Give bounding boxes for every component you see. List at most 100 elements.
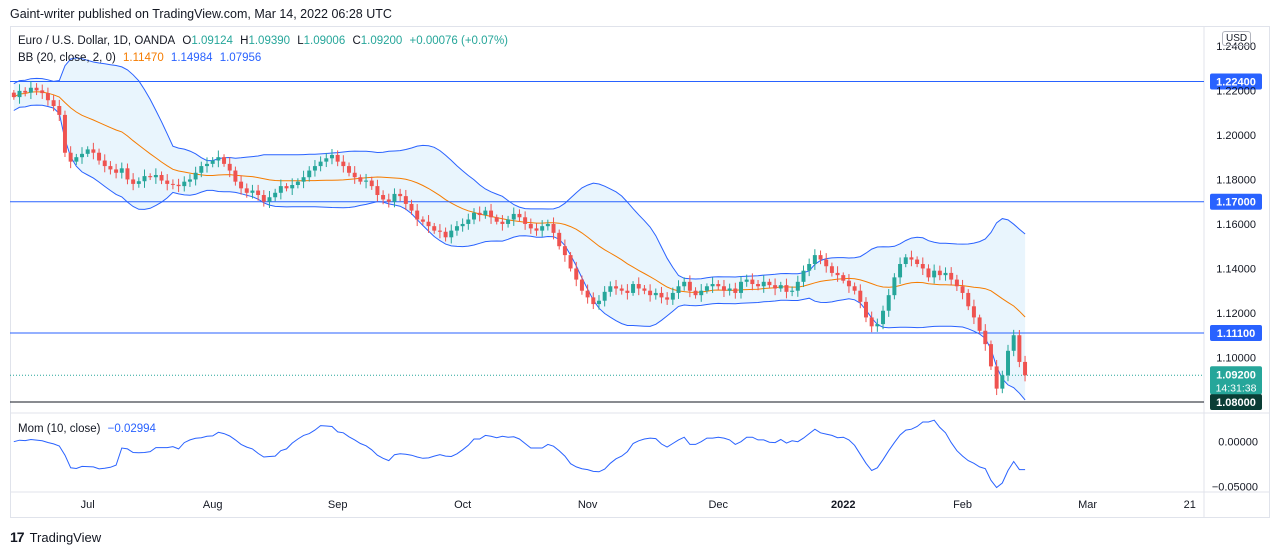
- candle-body: [415, 210, 420, 220]
- level-tag-label: 1.08000: [1216, 397, 1256, 409]
- candle: [801, 265, 806, 288]
- candle: [375, 179, 380, 202]
- candle-body: [557, 232, 562, 247]
- candle: [528, 218, 533, 234]
- price-tick-label: 1.12000: [1216, 308, 1256, 320]
- momentum-pane: [13, 419, 1026, 489]
- candle: [909, 250, 914, 267]
- candle-body: [1023, 361, 1028, 376]
- publish-header: Gaint-writer published on TradingView.co…: [10, 7, 392, 21]
- bb-lower-value: 1.07956: [219, 52, 262, 64]
- candle-body: [176, 184, 181, 187]
- candle-body: [744, 279, 749, 282]
- candle-body: [17, 90, 22, 98]
- candle: [159, 171, 164, 185]
- footer-brand[interactable]: 17 TradingView: [10, 529, 101, 545]
- candle-body: [250, 190, 255, 193]
- candle-body: [937, 270, 942, 276]
- candle-body: [739, 281, 743, 293]
- candle-body: [988, 344, 993, 367]
- candle: [381, 190, 386, 205]
- candle-body: [324, 158, 329, 162]
- candle: [670, 287, 675, 305]
- candle: [949, 267, 954, 286]
- currency-button[interactable]: USD: [1222, 31, 1252, 46]
- candle-body: [642, 288, 647, 291]
- level-tag-label: 1.17000: [1216, 197, 1256, 209]
- candle-body: [159, 174, 164, 181]
- candle-body: [51, 100, 56, 107]
- candle-body: [34, 87, 39, 91]
- time-tick-label: Jul: [81, 499, 95, 511]
- candle-body: [903, 257, 908, 265]
- candle: [557, 229, 562, 250]
- bb-band-fill: [13, 57, 1026, 400]
- candle: [915, 256, 920, 268]
- candle-body: [85, 149, 90, 154]
- candle-body: [45, 93, 50, 101]
- candle: [91, 142, 96, 160]
- candle-body: [898, 264, 903, 278]
- candle: [568, 252, 573, 272]
- candle-body: [1006, 350, 1010, 376]
- candle: [744, 274, 749, 287]
- candle: [210, 157, 215, 168]
- candle-body: [523, 217, 528, 224]
- candle: [358, 174, 363, 185]
- change-value: +0.00076 (+0.07%): [409, 35, 508, 47]
- candle: [903, 254, 908, 268]
- candle: [863, 297, 868, 323]
- candle: [846, 274, 851, 293]
- candle-body: [773, 285, 778, 289]
- candle-body: [369, 180, 374, 187]
- candle-body: [960, 286, 965, 293]
- candle-body: [375, 186, 380, 196]
- candle-body: [187, 179, 192, 182]
- candle-body: [278, 186, 283, 193]
- candle-body: [829, 266, 834, 273]
- candle: [579, 275, 584, 295]
- candle: [11, 89, 16, 100]
- mom-tick-label: 0.00000: [1218, 437, 1258, 449]
- high-label: H: [240, 35, 249, 47]
- candle-body: [812, 255, 817, 265]
- candle-body: [687, 281, 692, 291]
- candle: [443, 227, 448, 242]
- candle-body: [596, 300, 601, 305]
- time-tick-label: Feb: [953, 499, 972, 511]
- candle-body: [301, 177, 306, 182]
- candle-body: [472, 212, 476, 220]
- candle: [761, 275, 766, 293]
- candle-body: [954, 279, 959, 287]
- candle: [511, 207, 516, 226]
- candle: [233, 166, 238, 186]
- candle: [119, 162, 124, 179]
- candle-body: [517, 213, 522, 218]
- candle-body: [767, 281, 772, 286]
- candle: [932, 264, 937, 284]
- candle: [51, 95, 56, 112]
- candle: [1023, 355, 1028, 382]
- candle: [318, 156, 323, 172]
- candle: [23, 87, 28, 97]
- candle-body: [341, 161, 346, 167]
- candle: [602, 286, 607, 307]
- bb-legend: BB (20, close, 2, 0) 1.11470 1.14984 1.0…: [18, 52, 265, 64]
- candle-body: [591, 297, 596, 305]
- symbol-label: Euro / U.S. Dollar, 1D, OANDA: [18, 35, 176, 47]
- candle-body: [528, 223, 533, 229]
- candle: [102, 154, 107, 173]
- candle: [250, 184, 255, 199]
- candle-body: [863, 301, 868, 318]
- candle: [727, 283, 732, 296]
- time-tick-label: Sep: [328, 499, 348, 511]
- candle-body: [784, 285, 789, 292]
- candle-body: [824, 259, 829, 267]
- candle-body: [233, 170, 238, 182]
- candle-body: [114, 169, 119, 173]
- candle-body: [648, 290, 653, 296]
- candle: [335, 150, 340, 167]
- candle: [454, 221, 459, 236]
- candle: [875, 318, 880, 332]
